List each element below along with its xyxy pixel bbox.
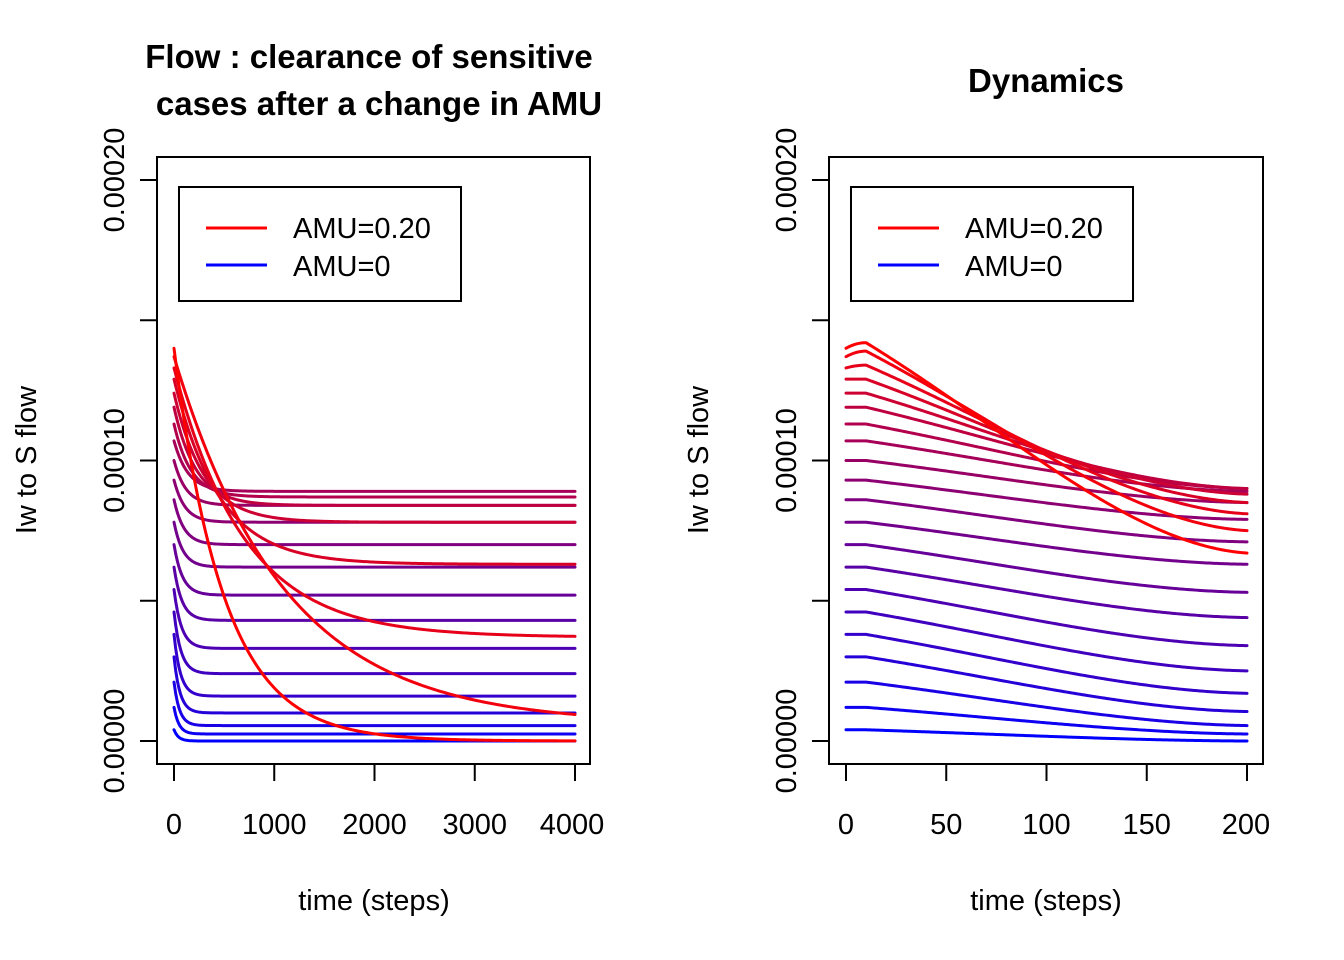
right-y-tick-label: 0.00010 xyxy=(771,408,803,513)
right-legend-label: AMU=0.20 xyxy=(965,213,1103,245)
left-legend-label: AMU=0 xyxy=(293,251,391,283)
right-x-axis-label: time (steps) xyxy=(970,885,1121,917)
right-y-axis-label: Iw to S flow xyxy=(683,385,715,534)
left-series-group xyxy=(172,346,577,743)
right-x-tick-label: 200 xyxy=(1222,809,1270,841)
left-title-line-2: cases after a change in AMU xyxy=(156,85,602,122)
right-y-tick-label: 0.00000 xyxy=(771,689,803,794)
left-y-axis-label: Iw to S flow xyxy=(11,385,43,534)
left-y-axis: 0.00000 0.00010 0.00020 Iw to S flow xyxy=(11,128,158,794)
left-y-tick-label: 0.00000 xyxy=(99,689,131,794)
left-x-tick-label: 0 xyxy=(166,809,182,841)
left-legend-box xyxy=(178,186,462,302)
right-legend-box xyxy=(850,186,1134,302)
series-line xyxy=(172,610,577,676)
series-line xyxy=(172,520,577,569)
left-y-tick-label: 0.00010 xyxy=(99,408,131,513)
left-title-line-1: Flow : clearance of sensitive xyxy=(145,38,593,75)
series-line xyxy=(844,680,1249,728)
series-line xyxy=(172,366,577,638)
series-line xyxy=(844,391,1249,496)
left-legend-label: AMU=0.20 xyxy=(293,213,431,245)
series-line xyxy=(172,588,577,650)
series-line xyxy=(172,680,577,728)
series-line xyxy=(844,728,1249,743)
left-legend: AMU=0.20 AMU=0 xyxy=(178,186,462,302)
right-x-tick-label: 100 xyxy=(1022,809,1070,841)
series-line xyxy=(844,655,1249,714)
left-y-tick-label: 0.00020 xyxy=(99,128,131,233)
series-line xyxy=(172,391,577,524)
series-line xyxy=(844,363,1249,516)
series-line xyxy=(844,520,1249,566)
right-panel: Dynamics 0 50 100 150 200 time (steps) 0… xyxy=(683,62,1270,917)
series-line xyxy=(844,543,1249,594)
left-x-tick-label: 3000 xyxy=(442,809,507,841)
series-line xyxy=(172,377,577,566)
series-line xyxy=(844,459,1249,505)
series-line xyxy=(172,705,577,736)
left-panel: Flow : clearance of sensitive cases afte… xyxy=(11,38,604,917)
series-line xyxy=(172,439,577,493)
series-line xyxy=(172,346,577,743)
right-x-tick-label: 150 xyxy=(1123,809,1171,841)
series-line xyxy=(844,565,1249,620)
series-line xyxy=(844,341,1249,555)
series-line xyxy=(172,405,577,507)
series-line xyxy=(844,610,1249,673)
right-x-axis: 0 50 100 150 200 time (steps) xyxy=(838,763,1270,917)
left-x-tick-label: 4000 xyxy=(540,809,605,841)
series-line xyxy=(172,655,577,715)
right-series-group xyxy=(844,341,1249,743)
right-y-axis: 0.00000 0.00010 0.00020 Iw to S flow xyxy=(683,128,830,794)
series-line xyxy=(844,632,1249,695)
right-y-tick-label: 0.00020 xyxy=(771,128,803,233)
right-x-tick-label: 50 xyxy=(930,809,962,841)
left-x-axis: 0 1000 2000 3000 4000 time (steps) xyxy=(166,763,605,917)
left-x-tick-label: 2000 xyxy=(342,809,407,841)
right-legend: AMU=0.20 AMU=0 xyxy=(850,186,1134,302)
right-title: Dynamics xyxy=(968,62,1124,99)
left-x-tick-label: 1000 xyxy=(242,809,307,841)
right-x-tick-label: 0 xyxy=(838,809,854,841)
left-x-axis-label: time (steps) xyxy=(298,885,449,917)
series-line xyxy=(172,422,577,499)
series-line xyxy=(172,632,577,698)
right-legend-label: AMU=0 xyxy=(965,251,1063,283)
series-line xyxy=(844,349,1249,533)
series-line xyxy=(844,588,1249,648)
series-line xyxy=(844,705,1249,736)
series-line xyxy=(172,498,577,547)
series-line xyxy=(172,543,577,597)
series-line xyxy=(172,355,577,716)
